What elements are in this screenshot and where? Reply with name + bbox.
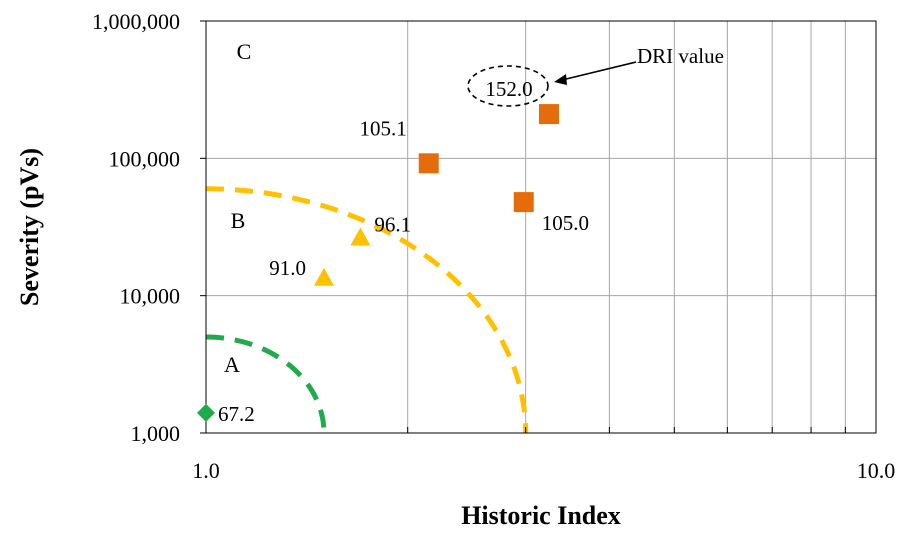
y-axis-title: Severity (pVs) (15, 148, 44, 306)
data-point-triangle (350, 227, 371, 246)
data-label: 91.0 (269, 256, 306, 280)
y-tick-label: 10,000 (120, 284, 181, 309)
data-point-square (418, 153, 439, 174)
label-layer: 67.2 91.0 96.1 105.1 105.0 152.0 (218, 77, 589, 426)
y-tick-label: 100,000 (109, 146, 181, 171)
data-label: 105.1 (359, 116, 406, 140)
callout-ellipse (467, 65, 549, 107)
plot-frame (205, 20, 877, 434)
data-label: 152.0 (485, 77, 532, 101)
boundary-curve-b (205, 186, 529, 434)
data-label: 105.0 (542, 211, 589, 235)
region-label-c: C (237, 39, 252, 64)
data-label: 67.2 (218, 402, 255, 426)
data-point-square (538, 104, 559, 125)
x-tick-label: 1.0 (192, 458, 220, 483)
x-axis-title: Historic Index (461, 501, 621, 530)
data-point-square (513, 192, 534, 213)
point-layer (197, 104, 559, 422)
boundary-curve-a (206, 334, 327, 434)
region-label-a: A (224, 352, 240, 377)
y-tick-label: 1,000,000 (92, 9, 180, 34)
data-point-diamond (197, 403, 215, 422)
callout-arrowhead (554, 74, 567, 85)
tick-layer: 1,000 10,000 100,000 1,000,000 1.0 10.0 (92, 9, 895, 483)
callout-arrow-line (561, 61, 637, 81)
y-tick-label: 1,000 (131, 421, 181, 446)
callout-text: DRI value (637, 44, 724, 68)
data-point-triangle (313, 267, 334, 286)
region-label-b: B (231, 208, 246, 233)
x-tick-label: 10.0 (857, 458, 896, 483)
data-label: 96.1 (374, 213, 411, 237)
boundary-layer (205, 186, 529, 434)
